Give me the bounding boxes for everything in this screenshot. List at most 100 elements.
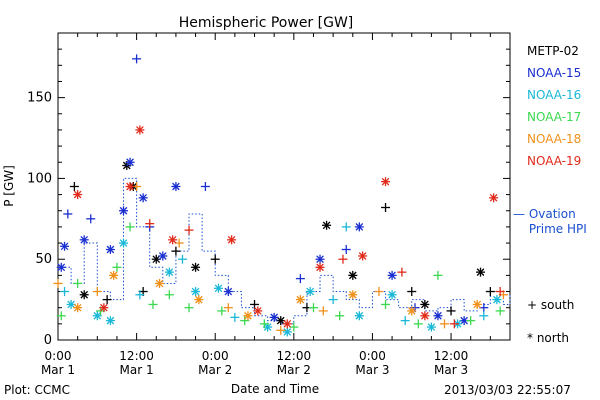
point-noaa-15-stroke: [119, 206, 128, 215]
point-noaa-19: [168, 235, 178, 245]
point-noaa-17: [381, 299, 391, 309]
point-metp-02: [210, 254, 220, 264]
point-noaa-19: [184, 225, 194, 235]
point-noaa-15: [171, 182, 181, 191]
point-noaa-19: [381, 177, 391, 187]
point-noaa-16: [66, 299, 76, 309]
point-noaa-17: [125, 222, 135, 232]
point-noaa-16: [213, 283, 223, 293]
point-noaa-18-stroke: [407, 307, 416, 315]
point-noaa-15-stroke: [126, 158, 134, 167]
point-noaa-15: [158, 251, 168, 261]
point-noaa-16-stroke: [67, 300, 75, 309]
point-metp-02: [151, 254, 161, 264]
x-tick-date-label: Mar 2: [198, 363, 232, 377]
point-noaa-18-stroke: [73, 303, 82, 312]
point-noaa-15-stroke: [388, 271, 396, 280]
chart-title: Hemispheric Power [GW]: [179, 15, 354, 31]
point-metp-02-stroke: [348, 271, 357, 280]
legend-ovation-dash: —: [513, 207, 529, 221]
point-metp-02-stroke: [191, 263, 200, 272]
point-noaa-15: [79, 235, 89, 245]
footer-timestamp: 2013/03/03 22:55:07: [444, 383, 571, 397]
point-noaa-19-stroke: [73, 190, 82, 199]
point-noaa-17: [73, 278, 83, 288]
point-noaa-15: [56, 262, 66, 272]
point-noaa-19-stroke: [227, 235, 236, 244]
point-noaa-19: [315, 262, 325, 272]
point-noaa-16: [177, 254, 187, 264]
point-noaa-18: [439, 319, 449, 329]
point-noaa-15: [269, 312, 279, 322]
point-noaa-18: [243, 311, 253, 321]
point-noaa-15-stroke: [60, 242, 69, 251]
point-noaa-17: [466, 316, 476, 326]
ovation-hpi-path: [58, 177, 511, 325]
point-noaa-19: [282, 319, 292, 329]
point-noaa-16: [400, 316, 410, 326]
point-noaa-15-stroke: [316, 255, 324, 264]
point-noaa-15-stroke: [355, 223, 364, 231]
point-noaa-16-stroke: [214, 284, 223, 293]
point-metp-02: [102, 295, 112, 305]
y-axis: 0 50 100 150: [27, 32, 510, 348]
point-noaa-16: [305, 287, 315, 297]
point-noaa-19: [253, 306, 263, 316]
point-noaa-15: [105, 245, 115, 255]
point-noaa-16-stroke: [106, 316, 115, 325]
point-noaa-16-stroke: [388, 290, 396, 299]
point-noaa-16-stroke: [191, 287, 200, 296]
y-tick-label: 100: [27, 171, 52, 186]
point-noaa-15-stroke: [139, 193, 147, 202]
point-noaa-17: [148, 299, 158, 309]
point-noaa-15-stroke: [80, 235, 89, 244]
point-noaa-16-stroke: [119, 239, 128, 247]
point-metp-02: [69, 182, 79, 191]
point-noaa-15: [200, 182, 210, 191]
point-noaa-19: [99, 303, 109, 313]
point-noaa-19-stroke: [283, 320, 292, 328]
point-noaa-18: [407, 306, 417, 316]
point-noaa-16: [135, 290, 145, 300]
point-noaa-19: [397, 267, 407, 277]
point-noaa-19-stroke: [358, 252, 367, 260]
point-noaa-16: [426, 322, 436, 332]
legend-ovation-label: Ovation Prime HPI: [528, 207, 587, 236]
point-noaa-19: [145, 219, 155, 229]
point-noaa-18-stroke: [109, 271, 118, 280]
x-tick-date-label: Mar 3: [355, 363, 389, 377]
point-noaa-15-stroke: [57, 263, 66, 272]
point-noaa-18: [194, 295, 204, 305]
point-noaa-16: [230, 312, 240, 322]
point-noaa-15: [341, 245, 351, 255]
x-tick-time-label: 12:00: [277, 349, 312, 363]
point-noaa-16-stroke: [283, 328, 292, 336]
point-noaa-17: [240, 316, 250, 326]
point-metp-02: [191, 262, 201, 272]
south-marker-symbol: +: [527, 298, 538, 312]
point-noaa-15: [63, 209, 73, 219]
point-metp-02: [276, 316, 286, 326]
point-noaa-18-stroke: [296, 295, 305, 304]
data-points: [53, 54, 508, 337]
point-noaa-18: [374, 287, 384, 297]
point-noaa-19: [73, 190, 83, 200]
point-noaa-19-stroke: [421, 311, 429, 320]
point-noaa-17: [56, 311, 66, 321]
legend-noaa-16: NOAA-16: [527, 88, 582, 102]
point-metp-02-stroke: [322, 221, 331, 230]
point-noaa-16: [341, 222, 351, 232]
point-noaa-19-stroke: [168, 235, 177, 244]
point-metp-02: [322, 220, 332, 230]
point-noaa-16: [92, 311, 102, 321]
point-metp-02-stroke: [80, 290, 89, 299]
legend-noaa-15: NOAA-15: [527, 66, 582, 80]
point-noaa-18: [295, 295, 305, 305]
point-noaa-15-stroke: [224, 287, 233, 296]
point-noaa-16-stroke: [263, 323, 272, 331]
point-noaa-18: [53, 278, 63, 288]
point-metp-02-stroke: [476, 268, 485, 276]
north-marker-symbol: *: [527, 331, 533, 345]
x-tick-time-label: 0:00: [359, 349, 386, 363]
point-noaa-16-stroke: [93, 311, 102, 320]
